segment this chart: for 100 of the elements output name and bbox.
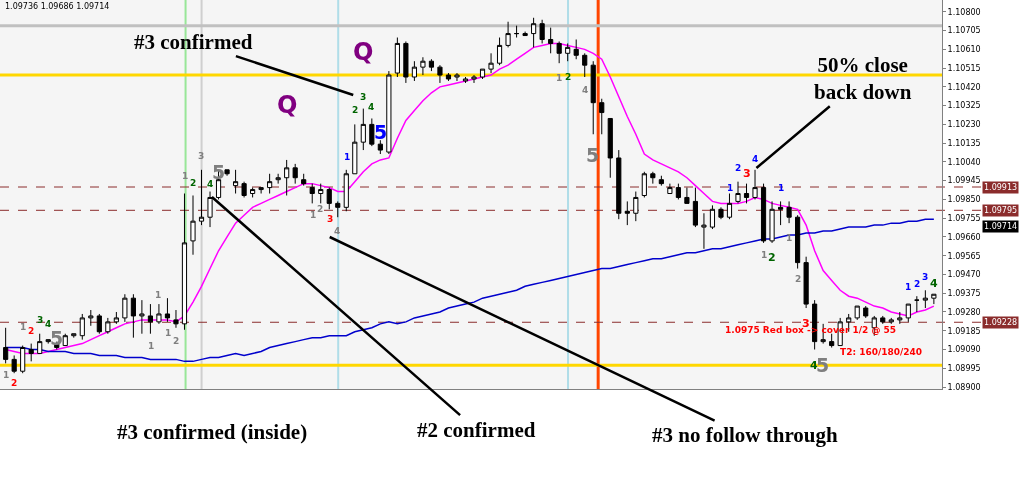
candlestick [624, 200, 630, 226]
annotation: 3 [327, 214, 334, 224]
candlestick [888, 317, 894, 325]
candlestick [411, 60, 417, 82]
annotation: 3 [360, 92, 367, 102]
candlestick [11, 354, 17, 374]
annotation: 1 [727, 183, 734, 193]
candlestick [829, 333, 835, 349]
candlestick [377, 139, 383, 155]
annotation: 3 [198, 151, 205, 161]
annotation: 5 [374, 121, 388, 143]
candlestick [548, 27, 554, 54]
annotation: 1 [310, 210, 317, 220]
candlestick [726, 193, 733, 220]
annotation: 2 [28, 326, 35, 336]
y-tick-label: 1.09660 [947, 232, 981, 242]
annotation: Q [353, 38, 374, 66]
annotation: 1 [905, 282, 912, 292]
text: #3 no follow through [652, 423, 839, 447]
y-tick-label: 1.08900 [947, 382, 981, 392]
annotation: T2: 160/180/240 [840, 347, 923, 357]
candlestick [258, 187, 264, 195]
candlestick [309, 183, 315, 204]
candlestick [326, 187, 332, 210]
annotation: 1 [556, 73, 563, 83]
candlestick [760, 183, 767, 244]
candlestick [343, 169, 349, 212]
candlestick [360, 108, 366, 151]
candlestick [96, 313, 102, 335]
candlestick [565, 42, 571, 62]
candlestick [650, 171, 656, 185]
y-tick-label: 1.09945 [947, 176, 981, 186]
candlestick [692, 187, 699, 228]
candlestick [880, 315, 886, 325]
candlestick [786, 200, 792, 224]
candlestick [369, 117, 375, 147]
candlestick [522, 31, 528, 37]
candlestick [335, 200, 341, 218]
candlestick [752, 169, 758, 200]
candlestick [914, 295, 920, 313]
y-tick-label: 1.09565 [947, 251, 981, 261]
candlestick [275, 173, 281, 185]
candlestick [599, 98, 605, 135]
candlestick [471, 74, 477, 84]
y-tick-label: 1.10610 [947, 45, 981, 55]
candlestick [931, 293, 937, 305]
candlestick [224, 169, 230, 177]
annotation: 4 [207, 179, 214, 189]
annotation: 4 [334, 226, 341, 236]
candlestick [505, 21, 511, 48]
candlestick [71, 333, 77, 339]
candlestick [420, 56, 426, 76]
candlestick [633, 191, 639, 222]
annotation: 1 [786, 233, 793, 243]
candlestick [863, 305, 869, 319]
candlestick [582, 52, 588, 78]
annotation: 3 [922, 272, 929, 282]
y-tick-label: 1.10515 [947, 63, 981, 73]
annotation: 4 [45, 319, 52, 329]
candlestick [905, 303, 911, 323]
annotation: 4 [930, 277, 938, 290]
candlestick [394, 37, 400, 78]
candlestick [488, 52, 494, 74]
candlestick [803, 256, 809, 309]
candlestick [667, 183, 673, 195]
annotation: 2 [795, 274, 802, 284]
annotation: 5 [50, 327, 64, 349]
annotation: 4 [752, 154, 759, 164]
candlestick [573, 38, 579, 60]
candlestick [250, 187, 256, 198]
y-tick-label: 1.09280 [947, 307, 981, 317]
candlestick [241, 181, 247, 198]
candlestick [79, 313, 85, 341]
candlestick [445, 72, 452, 82]
annotation: Q [277, 91, 298, 119]
candlestick [284, 159, 290, 196]
candlestick [701, 212, 707, 250]
y-tick-label: 1.10325 [947, 101, 981, 111]
candlestick [147, 303, 153, 335]
candlestick [352, 123, 358, 175]
candlestick [795, 214, 801, 270]
annotation: 1 [3, 370, 10, 380]
candlestick [479, 68, 486, 80]
candlestick [539, 19, 545, 44]
y-tick-label: 1.10230 [947, 120, 981, 130]
candlestick [156, 303, 162, 325]
candlestick [292, 163, 298, 185]
candlestick [496, 37, 503, 66]
y-tick-label: 1.10040 [947, 157, 981, 167]
annotation: 1 [165, 328, 172, 338]
candlestick [37, 333, 43, 354]
annotation: 50% close back down [814, 53, 912, 105]
candlestick [658, 175, 664, 187]
annotation: 1 [155, 290, 162, 300]
ref-line-label: 1.09795 [984, 206, 1018, 215]
candlestick [20, 345, 26, 374]
candlestick [743, 183, 750, 204]
annotation: 2 [317, 204, 324, 214]
annotation: 4 [582, 85, 589, 95]
candlestick [173, 309, 179, 329]
